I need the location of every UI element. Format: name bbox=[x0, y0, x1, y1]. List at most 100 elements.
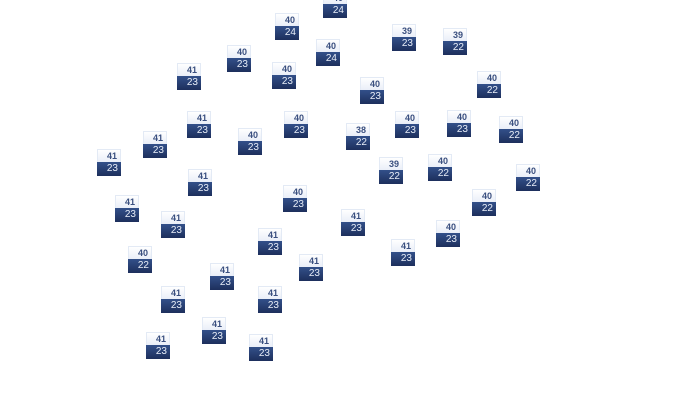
marker-bottom-value: 22 bbox=[499, 129, 523, 143]
map-marker[interactable]: 41 23 bbox=[341, 209, 365, 236]
marker-bottom-value: 23 bbox=[161, 224, 185, 238]
marker-top-value: 40 bbox=[360, 77, 384, 90]
map-marker[interactable]: 41 23 bbox=[177, 63, 201, 90]
marker-top-value: 40 bbox=[477, 71, 501, 84]
map-marker[interactable]: 41 23 bbox=[161, 211, 185, 238]
map-marker[interactable]: 41 23 bbox=[187, 111, 211, 138]
marker-bottom-value: 23 bbox=[187, 124, 211, 138]
map-marker[interactable]: 40 23 bbox=[227, 45, 251, 72]
map-marker[interactable]: 40 23 bbox=[272, 62, 296, 89]
marker-bottom-value: 23 bbox=[202, 330, 226, 344]
marker-bottom-value: 23 bbox=[177, 76, 201, 90]
map-marker[interactable]: 40 22 bbox=[128, 246, 152, 273]
map-marker[interactable]: 41 23 bbox=[161, 286, 185, 313]
map-marker[interactable]: 41 23 bbox=[299, 254, 323, 281]
marker-top-value: 41 bbox=[341, 209, 365, 222]
marker-bottom-value: 22 bbox=[443, 41, 467, 55]
map-marker[interactable]: 40 23 bbox=[238, 128, 262, 155]
marker-bottom-value: 22 bbox=[428, 167, 452, 181]
marker-bottom-value: 22 bbox=[472, 202, 496, 216]
map-marker[interactable]: 40 22 bbox=[428, 154, 452, 181]
marker-bottom-value: 23 bbox=[395, 124, 419, 138]
marker-bottom-value: 22 bbox=[379, 170, 403, 184]
map-marker[interactable]: 38 22 bbox=[346, 123, 370, 150]
marker-bottom-value: 23 bbox=[227, 58, 251, 72]
map-marker[interactable]: 39 22 bbox=[379, 157, 403, 184]
marker-top-value: 41 bbox=[143, 131, 167, 144]
map-marker[interactable]: 40 22 bbox=[472, 189, 496, 216]
map-marker[interactable]: 41 23 bbox=[188, 169, 212, 196]
map-marker[interactable]: 40 23 bbox=[284, 111, 308, 138]
marker-top-value: 40 bbox=[284, 111, 308, 124]
marker-bottom-value: 23 bbox=[146, 345, 170, 359]
marker-top-value: 41 bbox=[210, 263, 234, 276]
marker-bottom-value: 23 bbox=[238, 141, 262, 155]
marker-top-value: 41 bbox=[115, 195, 139, 208]
marker-top-value: 41 bbox=[258, 286, 282, 299]
marker-top-value: 40 bbox=[436, 220, 460, 233]
marker-bottom-value: 22 bbox=[128, 259, 152, 273]
marker-top-value: 41 bbox=[391, 239, 415, 252]
marker-top-value: 41 bbox=[161, 211, 185, 224]
marker-top-value: 39 bbox=[392, 24, 416, 37]
marker-bottom-value: 23 bbox=[391, 252, 415, 266]
map-marker[interactable]: 41 23 bbox=[210, 263, 234, 290]
marker-top-value: 40 bbox=[428, 154, 452, 167]
marker-bottom-value: 24 bbox=[316, 52, 340, 66]
map-marker[interactable]: 41 23 bbox=[202, 317, 226, 344]
marker-bottom-value: 24 bbox=[275, 26, 299, 40]
map-marker[interactable]: 40 22 bbox=[499, 116, 523, 143]
marker-bottom-value: 23 bbox=[360, 90, 384, 104]
marker-top-value: 41 bbox=[299, 254, 323, 267]
map-marker[interactable]: 40 22 bbox=[516, 164, 540, 191]
marker-bottom-value: 23 bbox=[447, 123, 471, 137]
map-marker[interactable]: 40 23 bbox=[360, 77, 384, 104]
marker-top-value: 41 bbox=[188, 169, 212, 182]
map-marker[interactable]: 40 23 bbox=[395, 111, 419, 138]
marker-top-value: 41 bbox=[187, 111, 211, 124]
marker-bottom-value: 22 bbox=[516, 177, 540, 191]
marker-bottom-value: 23 bbox=[284, 124, 308, 138]
marker-top-value: 40 bbox=[516, 164, 540, 177]
marker-bottom-value: 23 bbox=[115, 208, 139, 222]
marker-top-value: 41 bbox=[202, 317, 226, 330]
marker-top-value: 41 bbox=[258, 228, 282, 241]
marker-top-value: 40 bbox=[283, 185, 307, 198]
map-marker[interactable]: 41 23 bbox=[391, 239, 415, 266]
map-marker[interactable]: 39 22 bbox=[443, 28, 467, 55]
map-marker[interactable]: 40 22 bbox=[477, 71, 501, 98]
map-marker[interactable]: 41 23 bbox=[115, 195, 139, 222]
marker-bottom-value: 23 bbox=[97, 162, 121, 176]
map-marker[interactable]: 41 23 bbox=[258, 286, 282, 313]
marker-top-value: 40 bbox=[316, 39, 340, 52]
marker-top-value: 41 bbox=[249, 334, 273, 347]
marker-bottom-value: 24 bbox=[323, 4, 347, 18]
marker-top-value: 41 bbox=[177, 63, 201, 76]
map-marker[interactable]: 40 23 bbox=[436, 220, 460, 247]
map-marker[interactable]: 40 23 bbox=[283, 185, 307, 212]
marker-top-value: 40 bbox=[447, 110, 471, 123]
map-marker[interactable]: 41 23 bbox=[249, 334, 273, 361]
marker-bottom-value: 23 bbox=[161, 299, 185, 313]
marker-top-value: 40 bbox=[272, 62, 296, 75]
marker-bottom-value: 23 bbox=[283, 198, 307, 212]
map-marker[interactable]: 41 23 bbox=[146, 332, 170, 359]
marker-bottom-value: 23 bbox=[188, 182, 212, 196]
marker-top-value: 40 bbox=[275, 13, 299, 26]
marker-bottom-value: 23 bbox=[272, 75, 296, 89]
marker-bottom-value: 23 bbox=[210, 276, 234, 290]
marker-bottom-value: 23 bbox=[249, 347, 273, 361]
map-marker[interactable]: 41 23 bbox=[258, 228, 282, 255]
map-marker[interactable]: 41 23 bbox=[97, 149, 121, 176]
map-marker[interactable]: 39 23 bbox=[392, 24, 416, 51]
map-marker[interactable]: 40 23 bbox=[447, 110, 471, 137]
marker-bottom-value: 22 bbox=[477, 84, 501, 98]
marker-top-value: 41 bbox=[146, 332, 170, 345]
marker-top-value: 40 bbox=[128, 246, 152, 259]
map-marker[interactable]: 41 23 bbox=[143, 131, 167, 158]
marker-top-value: 40 bbox=[472, 189, 496, 202]
